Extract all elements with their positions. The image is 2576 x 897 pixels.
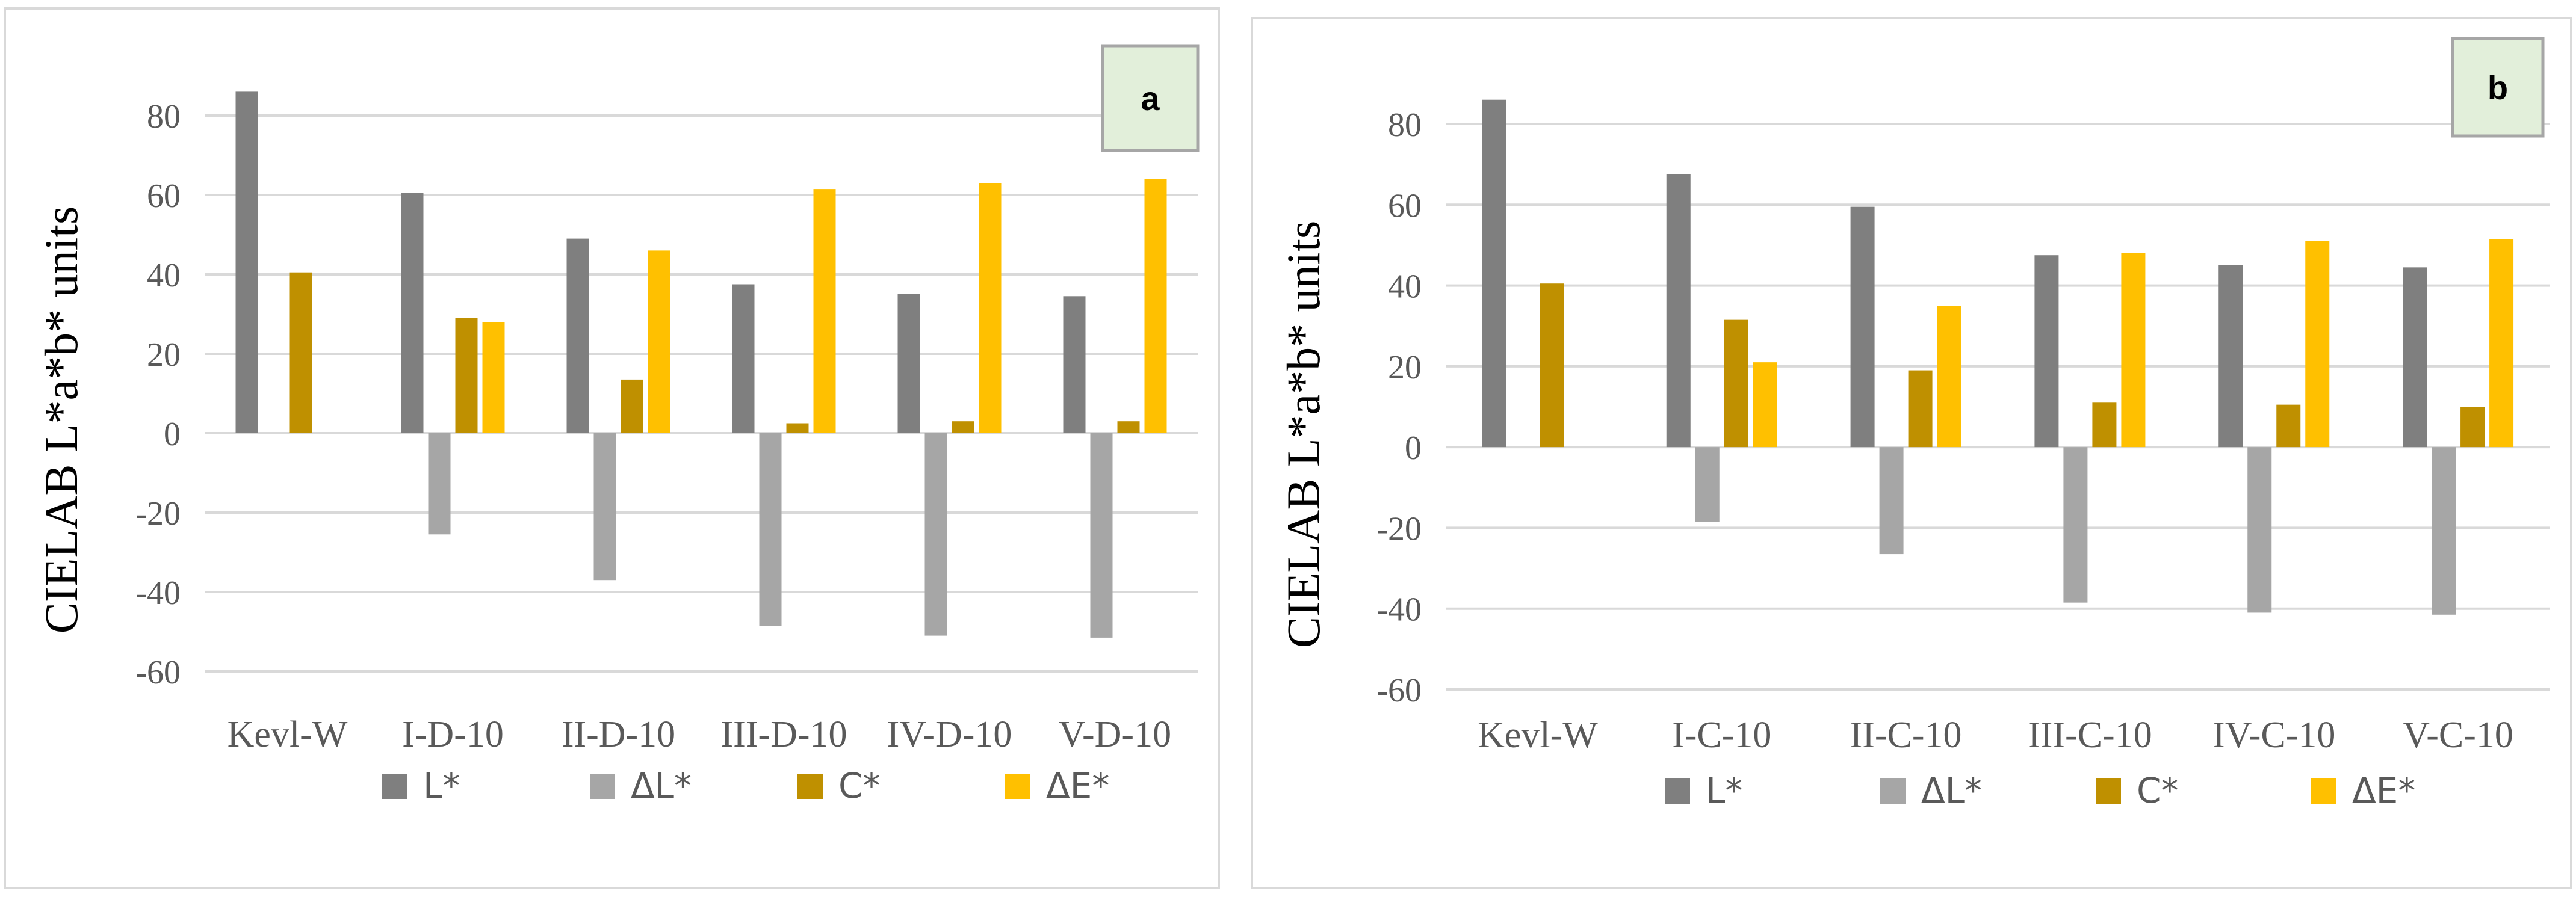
y-tick-label: 60 <box>147 177 181 215</box>
bar-dL-II-D-10 <box>593 433 616 581</box>
panel-badge <box>1101 44 1200 152</box>
bar-C-III-C-10 <box>2092 402 2117 448</box>
y-tick-label: 60 <box>1388 187 1422 224</box>
bar-dL-IV-D-10 <box>924 433 947 636</box>
x-tick-label: V-C-10 <box>2403 715 2513 756</box>
y-tick-label: 40 <box>147 257 181 294</box>
bar-C-III-D-10 <box>786 423 809 433</box>
legend-label-dL: ΔL* <box>1921 770 1982 811</box>
y-tick-label: 80 <box>1388 106 1422 144</box>
bar-dE-I-D-10 <box>482 322 505 433</box>
bar-dL-II-C-10 <box>1879 447 1904 555</box>
legend-swatch-dL <box>1880 778 1906 804</box>
bar-C-II-D-10 <box>621 379 643 433</box>
legend-label-dE: ΔE* <box>2352 770 2415 811</box>
bar-L-II-D-10 <box>566 238 589 433</box>
legend-label-L: L* <box>1706 770 1742 811</box>
bar-dE-II-D-10 <box>648 250 670 433</box>
bar-dE-V-D-10 <box>1144 179 1167 433</box>
x-tick-label: III-D-10 <box>720 714 847 755</box>
bar-C-V-C-10 <box>2460 407 2485 448</box>
bar-dE-IV-D-10 <box>979 183 1002 433</box>
bar-L-V-D-10 <box>1063 296 1086 433</box>
legend-swatch-dE <box>2311 778 2336 804</box>
chart-panel-a: 80 60 40 20 0 -20 -40 -60 CIELAB L*a*b* units Kev… <box>4 7 1220 889</box>
chart-panel-b: 80 60 40 20 0 -20 -40 -60 CIELAB L*a*b* units Kev… <box>1251 17 2572 889</box>
bar-C-I-D-10 <box>455 318 478 433</box>
bar-dL-III-D-10 <box>759 433 782 626</box>
legend-swatch-C <box>797 774 823 799</box>
bar-C-Kevl-W <box>1540 283 1564 448</box>
legend-label-L: L* <box>423 765 460 806</box>
panel-label: a <box>1141 79 1160 117</box>
bar-dL-V-D-10 <box>1090 433 1113 638</box>
y-tick-label: 0 <box>164 416 181 453</box>
y-tick-label: -40 <box>1376 591 1422 629</box>
x-tick-label: I-D-10 <box>402 714 504 755</box>
bar-C-IV-C-10 <box>2276 404 2301 448</box>
bar-dE-IV-C-10 <box>2305 241 2330 448</box>
bar-L-Kevl-W <box>1482 99 1506 448</box>
bar-dE-III-C-10 <box>2121 253 2146 448</box>
x-tick-label: II-D-10 <box>562 714 675 755</box>
bar-dE-I-C-10 <box>1753 362 1777 448</box>
legend-swatch-C <box>2096 778 2121 804</box>
y-tick-label: 20 <box>147 336 181 374</box>
legend-label-C: C* <box>838 765 881 806</box>
bar-C-IV-D-10 <box>952 421 974 433</box>
bar-C-I-C-10 <box>1724 319 1748 448</box>
legend-swatch-dL <box>590 774 615 799</box>
bar-dE-V-C-10 <box>2489 239 2514 448</box>
y-tick-label: 20 <box>1388 349 1422 386</box>
bar-L-II-C-10 <box>1850 206 1875 448</box>
bar-dL-I-C-10 <box>1695 447 1720 522</box>
y-tick-label: 80 <box>147 98 181 135</box>
bar-C-V-D-10 <box>1117 421 1140 433</box>
x-tick-label: Kevl-W <box>228 714 348 755</box>
y-tick-label: -60 <box>1376 672 1422 709</box>
x-tick-label: III-C-10 <box>2028 715 2152 756</box>
bar-L-V-C-10 <box>2403 267 2427 448</box>
bar-L-I-D-10 <box>401 193 424 433</box>
y-tick-label: 0 <box>1405 430 1422 467</box>
chart-b: 80 60 40 20 0 -20 -40 -60 CIELAB L*a*b* units Kev… <box>1277 37 2550 811</box>
x-tick-label: II-C-10 <box>1850 715 1962 756</box>
y-axis-label: CIELAB L*a*b* units <box>1277 221 1330 649</box>
x-tick-label: I-C-10 <box>1672 715 1771 756</box>
legend-label-dE: ΔE* <box>1046 765 1109 806</box>
y-tick-label: 40 <box>1388 268 1422 306</box>
bar-C-Kevl-W <box>289 272 312 433</box>
legend-label-C: C* <box>2137 770 2179 811</box>
bar-C-II-C-10 <box>1908 370 1933 448</box>
x-tick-label: IV-D-10 <box>887 714 1012 755</box>
bar-dL-V-C-10 <box>2432 447 2456 615</box>
bar-L-IV-D-10 <box>897 294 920 433</box>
y-tick-label: -20 <box>135 495 181 532</box>
bar-dL-I-D-10 <box>428 433 451 535</box>
bar-L-IV-C-10 <box>2218 265 2243 448</box>
bar-dE-II-C-10 <box>1937 306 1961 448</box>
chart-a: 80 60 40 20 0 -20 -40 -60 CIELAB L*a*b* units Kev… <box>35 44 1200 806</box>
bar-dE-III-D-10 <box>813 189 836 433</box>
x-tick-label: V-D-10 <box>1059 714 1171 755</box>
bar-dL-IV-C-10 <box>2247 447 2272 613</box>
panel-badge <box>2451 37 2545 138</box>
x-tick-label: Kevl-W <box>1478 715 1598 756</box>
y-tick-label: -20 <box>1376 510 1422 547</box>
x-tick-label: IV-C-10 <box>2212 715 2335 756</box>
bar-L-Kevl-W <box>235 91 258 433</box>
bar-L-III-C-10 <box>2034 255 2059 448</box>
bar-dL-III-C-10 <box>2063 447 2088 603</box>
y-axis-label: CIELAB L*a*b* units <box>35 206 87 634</box>
legend-swatch-dE <box>1005 774 1030 799</box>
legend-swatch-L <box>1665 778 1690 804</box>
y-tick-label: -60 <box>135 654 181 691</box>
y-tick-label: -40 <box>135 575 181 612</box>
panel-label: b <box>2488 69 2508 106</box>
bar-L-I-C-10 <box>1666 174 1691 448</box>
bar-L-III-D-10 <box>732 284 755 433</box>
legend-swatch-L <box>382 774 407 799</box>
legend-label-dL: ΔL* <box>631 765 692 806</box>
